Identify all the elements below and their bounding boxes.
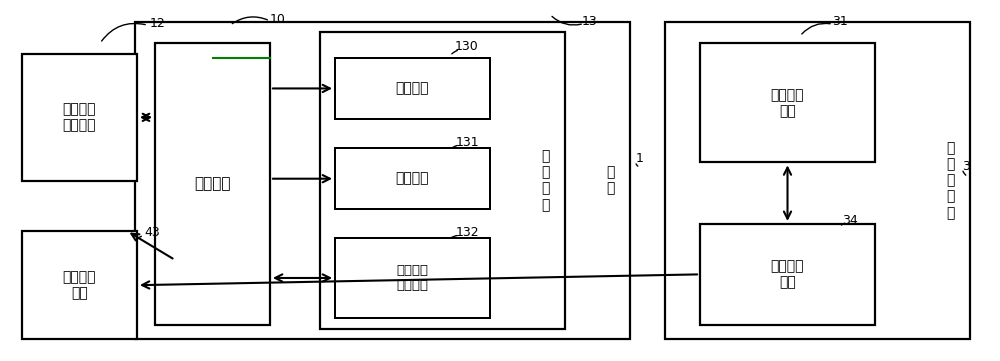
Text: 13: 13 (582, 15, 598, 28)
Bar (335, 148, 490, 209)
Text: 传送装置: 传送装置 (396, 82, 429, 95)
FancyArrowPatch shape (636, 164, 638, 166)
FancyArrowPatch shape (232, 17, 267, 24)
Bar (155, 43, 270, 325)
Bar (665, 22, 970, 339)
Text: 1: 1 (636, 152, 644, 165)
Text: 第二通讯
模块: 第二通讯 模块 (771, 259, 804, 290)
Text: 43: 43 (144, 226, 160, 239)
FancyArrowPatch shape (963, 171, 966, 175)
Text: 后
台
服
务
器: 后 台 服 务 器 (946, 141, 954, 220)
Text: 运
动
机
构: 运 动 机 构 (541, 149, 549, 212)
FancyArrowPatch shape (802, 23, 830, 34)
Text: 12: 12 (150, 17, 166, 30)
Text: 130: 130 (455, 40, 479, 53)
Text: 主控单元: 主控单元 (194, 177, 231, 192)
FancyArrowPatch shape (452, 51, 457, 54)
Text: 10: 10 (270, 13, 286, 26)
FancyArrowPatch shape (450, 235, 457, 238)
Text: 132: 132 (455, 226, 479, 239)
Text: 裁切装置: 裁切装置 (396, 172, 429, 186)
Bar (700, 43, 875, 162)
Bar (320, 32, 565, 329)
Text: 第二信息
采集模块: 第二信息 采集模块 (397, 264, 429, 292)
Text: 131: 131 (455, 136, 479, 149)
Bar (22, 54, 137, 180)
FancyArrowPatch shape (552, 16, 581, 25)
Text: 第一信息
采集模块: 第一信息 采集模块 (63, 102, 96, 132)
FancyArrowPatch shape (137, 236, 141, 240)
Bar (335, 58, 490, 119)
FancyArrowPatch shape (452, 145, 457, 148)
Bar (135, 22, 630, 339)
Text: 34: 34 (842, 214, 858, 227)
Text: 31: 31 (832, 15, 848, 28)
Text: 第一通讯
模块: 第一通讯 模块 (63, 270, 96, 300)
Bar (22, 231, 137, 339)
FancyArrowPatch shape (102, 23, 145, 41)
Text: 第二判断
模块: 第二判断 模块 (771, 88, 804, 118)
FancyArrowPatch shape (842, 224, 843, 225)
Bar (700, 224, 875, 325)
Text: 设
备: 设 备 (606, 165, 614, 196)
Text: 3: 3 (962, 160, 970, 173)
Bar (335, 238, 490, 318)
